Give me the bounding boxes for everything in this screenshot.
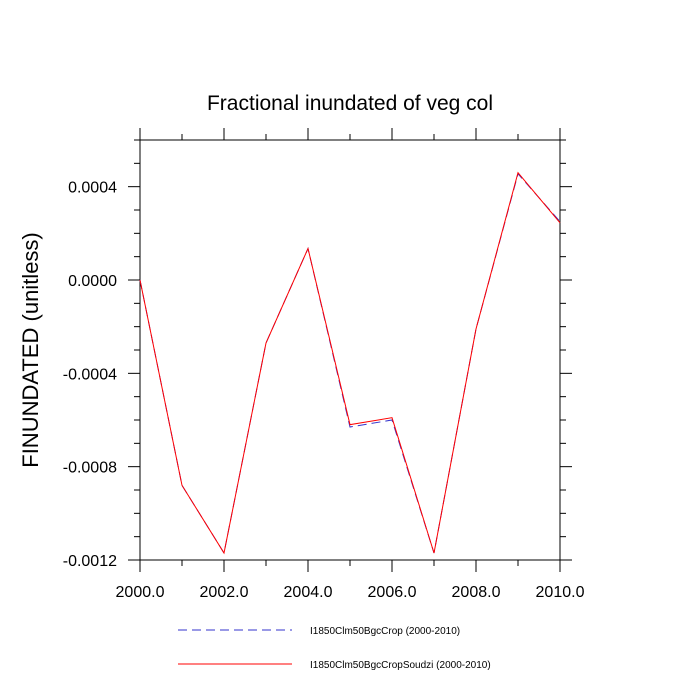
y-tick-label: 0.0004 [68,180,117,197]
y-tick-label: -0.0004 [63,366,117,383]
legend-label-1: I1850Clm50BgcCrop (2000-2010) [310,626,460,637]
x-tick-label: 2000.0 [116,584,165,601]
axis-tick-labels: 2000.0 2002.0 2004.0 2006.0 2008.0 2010.0 0.00… [63,180,585,601]
series-lines [139,171,561,555]
plot-frame [139,139,561,561]
legend-label-2: I1850Clm50BgcCropSoudzi (2000-2010) [310,660,491,671]
y-axis-label: FINUNDATED (unitless) [18,232,43,468]
x-tick-label: 2010.0 [536,584,585,601]
legend: I1850Clm50BgcCrop (2000-2010) I1850Clm50B… [178,626,491,671]
x-tick-label: 2006.0 [368,584,417,601]
x-tick-label: 2004.0 [284,584,333,601]
y-tick-label: -0.0012 [63,553,117,570]
x-tick-label: 2002.0 [200,584,249,601]
y-tick-label: 0.0000 [68,273,117,290]
series-line-1 [139,172,561,555]
series-line-2 [139,171,561,555]
chart-title: Fractional inundated of veg col [207,92,493,115]
y-tick-label: -0.0008 [63,460,117,477]
axis-ticks [128,128,572,572]
x-tick-label: 2008.0 [452,584,501,601]
